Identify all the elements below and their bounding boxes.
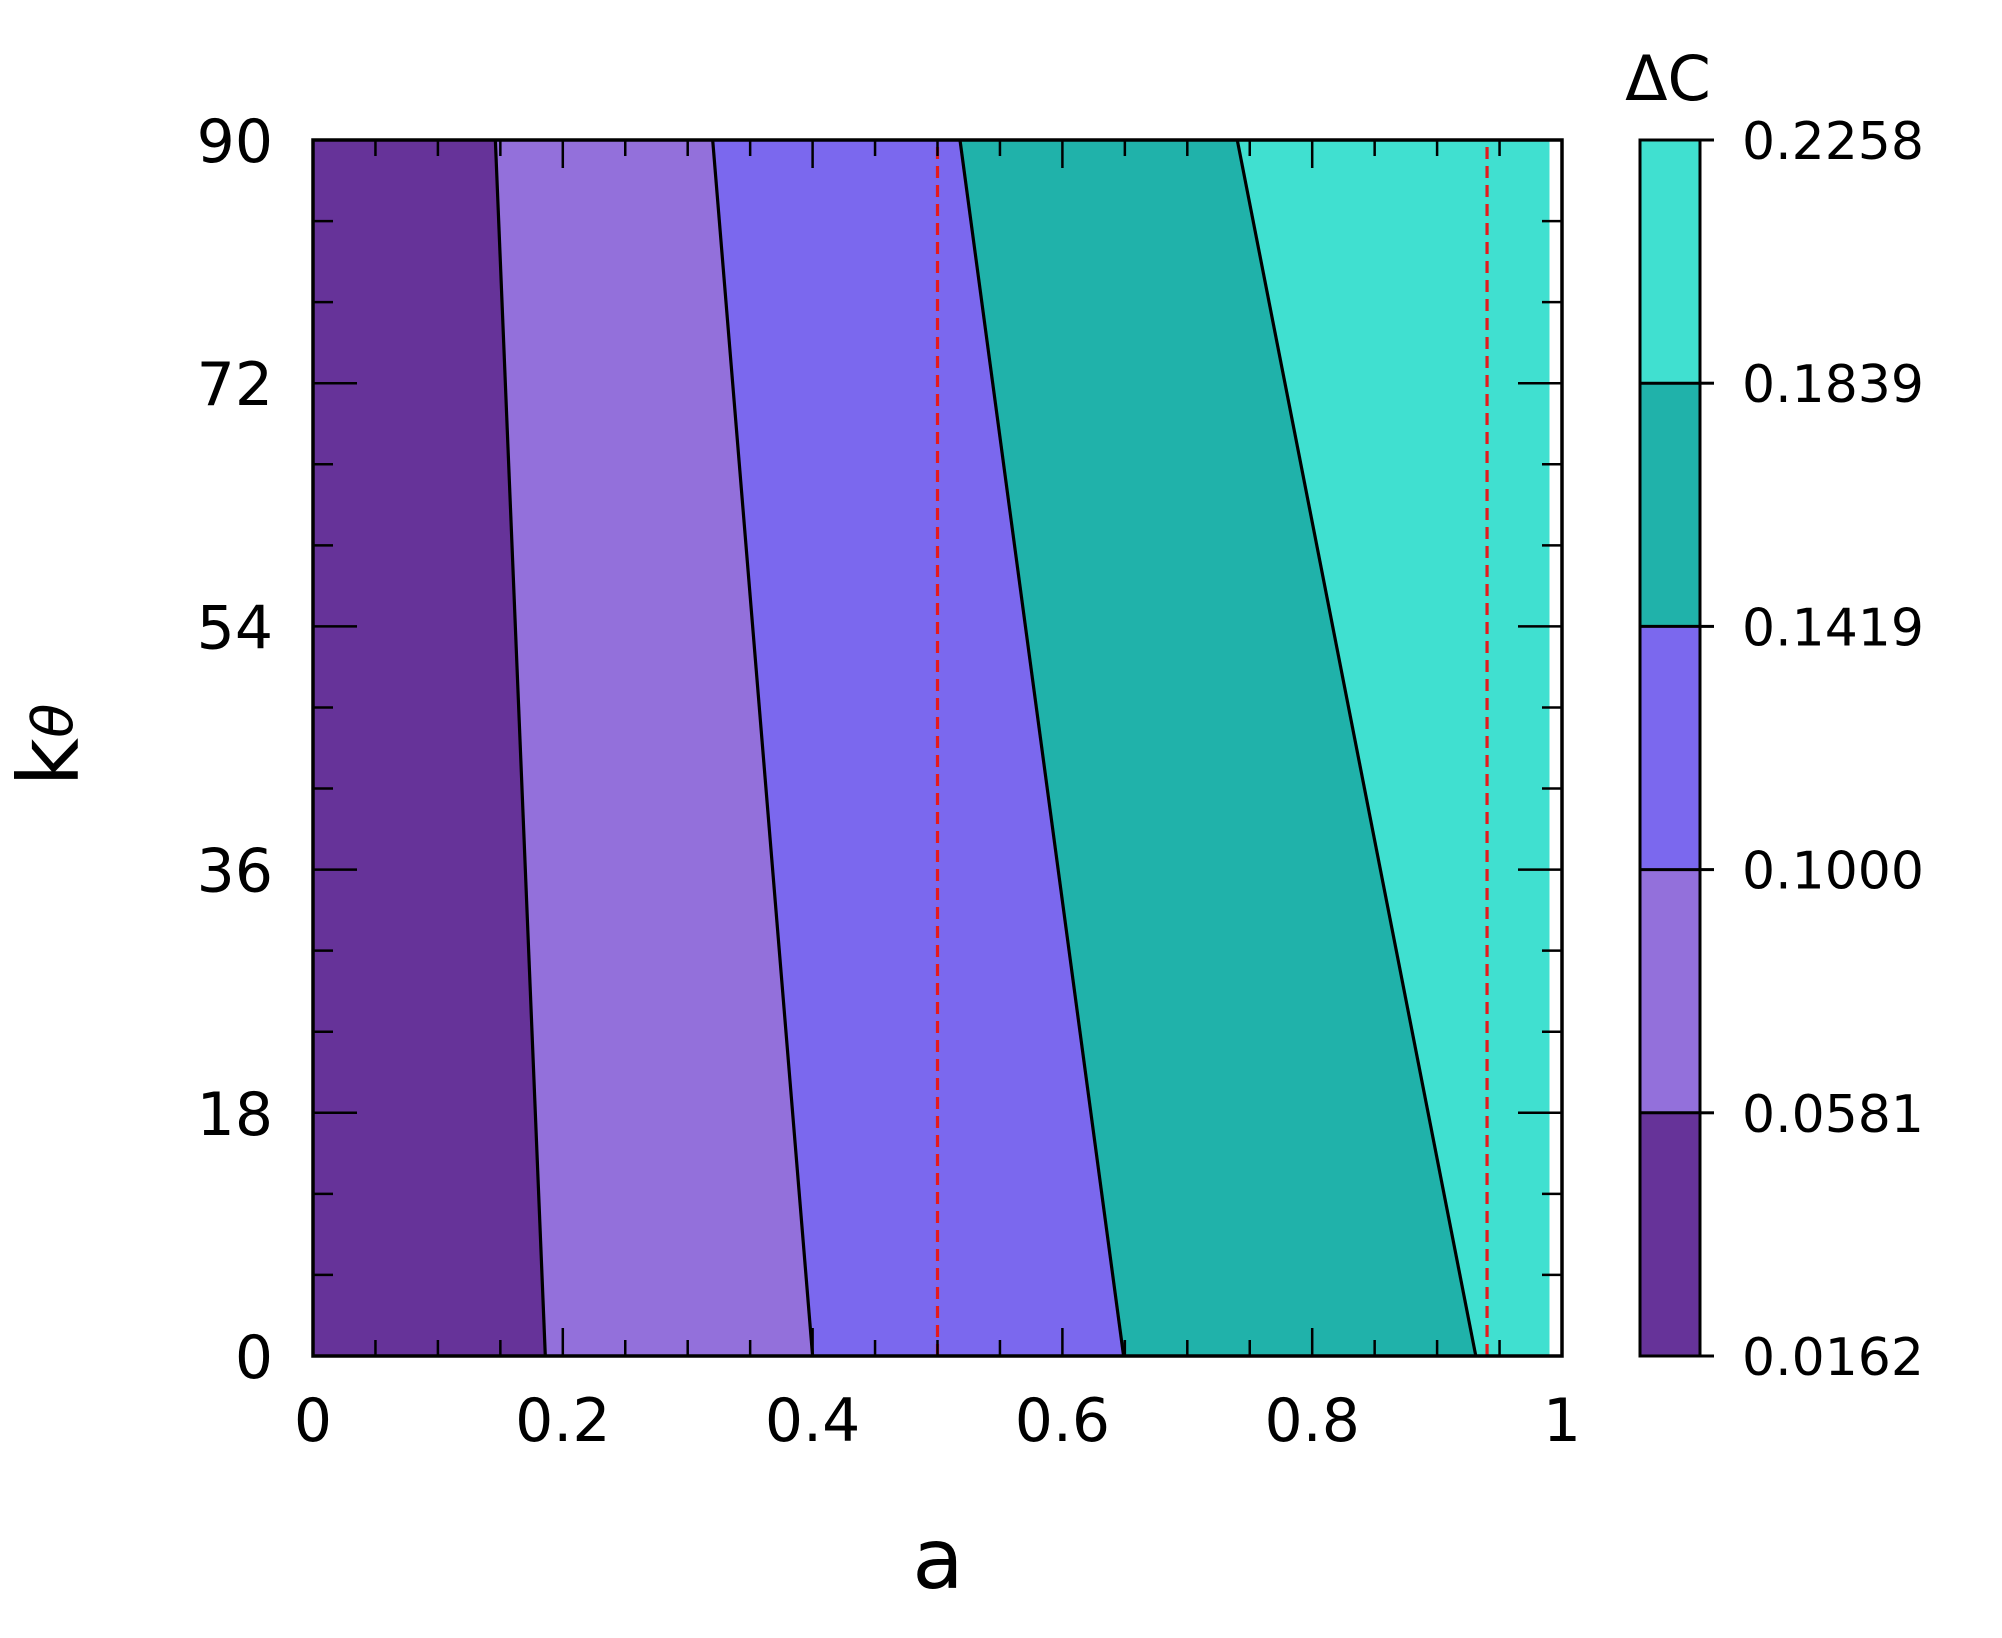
- colorbar-tick-label: 0.1419: [1742, 598, 1924, 658]
- colorbar: 0.0162 0.0581 0.1000 0.1419 0.1839 0.2258: [1638, 112, 1924, 1388]
- colorbar-tick-label: 0.2258: [1742, 112, 1924, 172]
- y-tick-label: 90: [197, 107, 273, 177]
- contour-line-0: [493, 139, 547, 1357]
- y-tick-label: 18: [197, 1080, 273, 1150]
- contour-lines: [493, 139, 1478, 1357]
- colorbar-tick-label: 0.0581: [1742, 1085, 1924, 1145]
- y-axis-label: kθ: [0, 704, 98, 787]
- colorbar-swatch-0: [1640, 1112, 1700, 1356]
- x-tick-label: 0.8: [1264, 1386, 1359, 1456]
- colorbar-swatch-2: [1640, 626, 1700, 870]
- svg-text:kθ: kθ: [0, 704, 98, 787]
- contour-line-2: [958, 139, 1126, 1357]
- x-tick-label: 0.4: [765, 1386, 860, 1456]
- reference-lines: [935, 140, 1489, 1356]
- y-axis-label-subscript: θ: [21, 704, 86, 738]
- x-tick-label: 0: [294, 1386, 332, 1456]
- y-tick-label: 36: [197, 837, 273, 907]
- x-tick-label: 0.2: [515, 1386, 610, 1456]
- colorbar-tick-label: 0.1839: [1742, 355, 1924, 415]
- x-axis-label: a: [912, 1510, 963, 1608]
- y-tick-label: 54: [197, 593, 273, 663]
- contour-regions: [313, 140, 1550, 1356]
- y-tick-label: 72: [197, 350, 273, 420]
- contour-band-1: [495, 140, 813, 1356]
- contour-band-3: [959, 140, 1476, 1356]
- contour-band-4: [1237, 140, 1550, 1356]
- colorbar-title: ΔC: [1625, 42, 1711, 115]
- y-axis-label-main: k: [0, 737, 98, 786]
- contour-band-0: [313, 140, 546, 1356]
- colorbar-swatch-4: [1640, 140, 1700, 384]
- colorbar-tick-label: 0.0162: [1742, 1328, 1924, 1388]
- y-tick-label: 0: [235, 1323, 273, 1393]
- contour-line-1: [711, 139, 815, 1357]
- contour-line-3: [1235, 139, 1478, 1357]
- contour-band-2: [712, 140, 1124, 1356]
- colorbar-swatch-1: [1640, 869, 1700, 1113]
- x-tick-label: 1: [1543, 1386, 1581, 1456]
- colorbar-swatch-3: [1640, 383, 1700, 627]
- axes: 0 0.2 0.4 0.6 0.8 1 0 18 36 54 72 90: [197, 107, 1581, 1456]
- colorbar-frame: [1638, 138, 1702, 1358]
- x-tick-label: 0.6: [1015, 1386, 1110, 1456]
- colorbar-tick-label: 0.1000: [1742, 842, 1924, 902]
